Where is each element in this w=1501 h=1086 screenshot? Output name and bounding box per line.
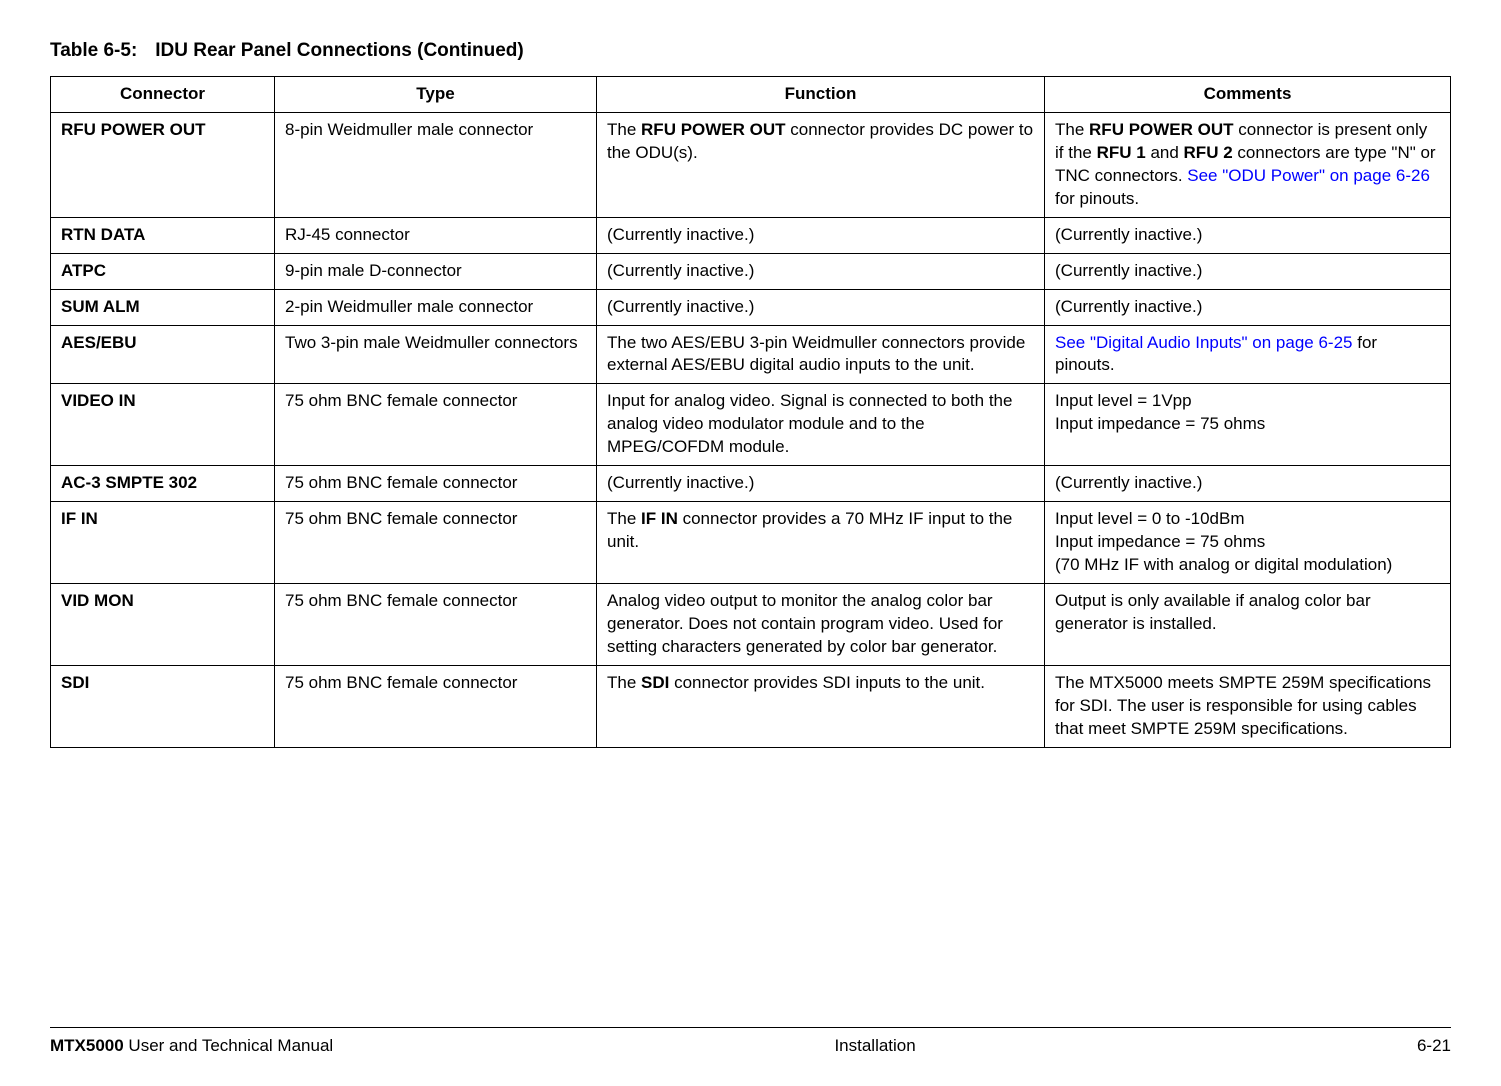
header-comments: Comments: [1045, 77, 1451, 113]
cell-comments: (Currently inactive.): [1045, 253, 1451, 289]
cell-function: Input for analog video. Signal is connec…: [597, 384, 1045, 466]
cell-function: The IF IN connector provides a 70 MHz IF…: [597, 502, 1045, 584]
table-row: RFU POWER OUT 8-pin Weidmuller male conn…: [51, 112, 1451, 217]
footer-page: 6-21: [1417, 1036, 1451, 1056]
cell-function: (Currently inactive.): [597, 217, 1045, 253]
cell-comments: (Currently inactive.): [1045, 289, 1451, 325]
cell-type: 8-pin Weidmuller male connector: [275, 112, 597, 217]
cell-function: (Currently inactive.): [597, 289, 1045, 325]
digital-audio-link[interactable]: See "Digital Audio Inputs" on page 6-25: [1055, 333, 1353, 352]
cell-function: (Currently inactive.): [597, 466, 1045, 502]
odu-power-link[interactable]: See "ODU Power" on page 6-26: [1187, 166, 1430, 185]
cell-comments: The RFU POWER OUT connector is present o…: [1045, 112, 1451, 217]
table-header-row: Connector Type Function Comments: [51, 77, 1451, 113]
cell-connector: IF IN: [51, 502, 275, 584]
cell-connector: AES/EBU: [51, 325, 275, 384]
connections-table: Connector Type Function Comments RFU POW…: [50, 76, 1451, 748]
cell-comments: The MTX5000 meets SMPTE 259M specificati…: [1045, 665, 1451, 747]
cell-comments: Input level = 0 to -10dBmInput impedance…: [1045, 502, 1451, 584]
cell-connector: AC-3 SMPTE 302: [51, 466, 275, 502]
cell-function: Analog video output to monitor the analo…: [597, 583, 1045, 665]
cell-type: 2-pin Weidmuller male connector: [275, 289, 597, 325]
table-row: AES/EBU Two 3-pin male Weidmuller connec…: [51, 325, 1451, 384]
cell-function: The two AES/EBU 3-pin Weidmuller connect…: [597, 325, 1045, 384]
cell-connector: RFU POWER OUT: [51, 112, 275, 217]
table-row: SDI 75 ohm BNC female connector The SDI …: [51, 665, 1451, 747]
cell-comments: (Currently inactive.): [1045, 466, 1451, 502]
cell-connector: RTN DATA: [51, 217, 275, 253]
header-connector: Connector: [51, 77, 275, 113]
cell-connector: VIDEO IN: [51, 384, 275, 466]
page-footer: MTX5000 User and Technical Manual Instal…: [50, 1027, 1451, 1056]
table-row: VIDEO IN 75 ohm BNC female connector Inp…: [51, 384, 1451, 466]
footer-section: Installation: [834, 1036, 915, 1056]
cell-function: The SDI connector provides SDI inputs to…: [597, 665, 1045, 747]
cell-type: 75 ohm BNC female connector: [275, 583, 597, 665]
cell-comments: Input level = 1VppInput impedance = 75 o…: [1045, 384, 1451, 466]
header-type: Type: [275, 77, 597, 113]
table-row: RTN DATA RJ-45 connector (Currently inac…: [51, 217, 1451, 253]
cell-type: Two 3-pin male Weidmuller connectors: [275, 325, 597, 384]
cell-type: 9-pin male D-connector: [275, 253, 597, 289]
table-number: Table 6-5:: [50, 40, 137, 61]
table-row: VID MON 75 ohm BNC female connector Anal…: [51, 583, 1451, 665]
cell-connector: ATPC: [51, 253, 275, 289]
cell-function: The RFU POWER OUT connector provides DC …: [597, 112, 1045, 217]
footer-left: MTX5000 User and Technical Manual: [50, 1036, 333, 1056]
cell-comments: See "Digital Audio Inputs" on page 6-25 …: [1045, 325, 1451, 384]
cell-type: 75 ohm BNC female connector: [275, 466, 597, 502]
cell-type: 75 ohm BNC female connector: [275, 665, 597, 747]
table-row: ATPC 9-pin male D-connector (Currently i…: [51, 253, 1451, 289]
table-row: SUM ALM 2-pin Weidmuller male connector …: [51, 289, 1451, 325]
cell-function: (Currently inactive.): [597, 253, 1045, 289]
table-caption: IDU Rear Panel Connections (Continued): [155, 40, 523, 61]
cell-connector: SUM ALM: [51, 289, 275, 325]
header-function: Function: [597, 77, 1045, 113]
cell-comments: Output is only available if analog color…: [1045, 583, 1451, 665]
cell-type: 75 ohm BNC female connector: [275, 384, 597, 466]
table-row: AC-3 SMPTE 302 75 ohm BNC female connect…: [51, 466, 1451, 502]
table-title: Table 6-5: IDU Rear Panel Connections (Co…: [50, 40, 1451, 62]
cell-comments: (Currently inactive.): [1045, 217, 1451, 253]
table-row: IF IN 75 ohm BNC female connector The IF…: [51, 502, 1451, 584]
cell-connector: VID MON: [51, 583, 275, 665]
cell-type: RJ-45 connector: [275, 217, 597, 253]
cell-connector: SDI: [51, 665, 275, 747]
cell-type: 75 ohm BNC female connector: [275, 502, 597, 584]
